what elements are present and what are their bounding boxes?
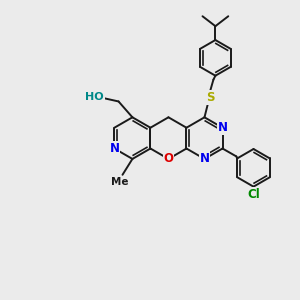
Text: Me: Me <box>111 177 128 187</box>
Text: Cl: Cl <box>247 188 260 201</box>
Text: N: N <box>110 142 119 155</box>
Text: N: N <box>218 121 227 134</box>
Text: HO: HO <box>85 92 104 101</box>
Text: S: S <box>206 91 215 104</box>
Text: O: O <box>164 152 173 165</box>
Text: N: N <box>200 152 209 165</box>
